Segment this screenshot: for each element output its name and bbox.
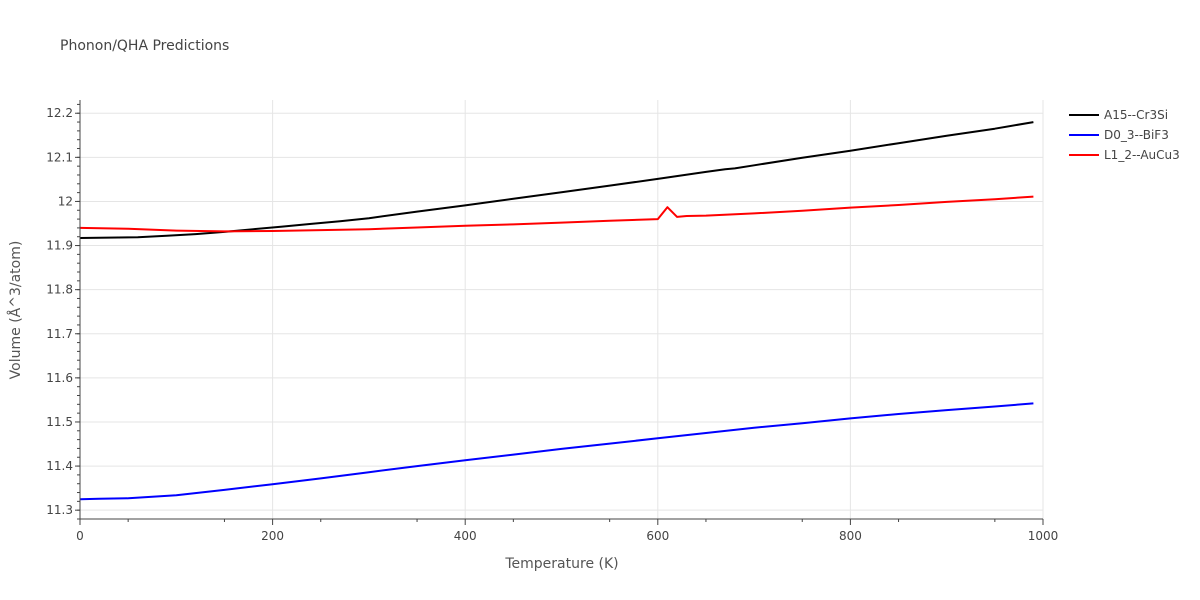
x-tick-label: 200 bbox=[261, 529, 284, 543]
chart-title: Phonon/QHA Predictions bbox=[60, 38, 229, 54]
y-tick-label: 11.5 bbox=[46, 415, 73, 429]
legend-label: L1_2--AuCu3 bbox=[1104, 148, 1180, 162]
legend-item[interactable]: D0_3--BiF3 bbox=[1069, 128, 1169, 142]
legend-item[interactable]: A15--Cr3Si bbox=[1069, 108, 1168, 122]
legend[interactable]: A15--Cr3Si D0_3--BiF3 L1_2--AuCu3 bbox=[1069, 108, 1180, 162]
y-tick-label: 11.9 bbox=[46, 239, 73, 253]
y-tick-label: 12.1 bbox=[46, 150, 73, 164]
y-tick-label: 11.6 bbox=[46, 371, 73, 385]
x-tick-label: 800 bbox=[839, 529, 862, 543]
y-tick-label: 12.2 bbox=[46, 106, 73, 120]
grid bbox=[80, 100, 1044, 519]
x-axis-label: Temperature (K) bbox=[504, 556, 618, 572]
tick-labels: 0 200 400 600 800 1000 11.3 11.4 11.5 11.6 11.7 11.… bbox=[46, 106, 1058, 543]
axes bbox=[75, 100, 1044, 525]
legend-label: A15--Cr3Si bbox=[1104, 108, 1168, 122]
x-tick-label: 0 bbox=[76, 529, 84, 543]
y-tick-label: 11.3 bbox=[46, 503, 73, 517]
x-tick-label: 400 bbox=[454, 529, 477, 543]
y-axis-label: Volume (Å^3/atom) bbox=[7, 241, 24, 380]
y-tick-label: 11.8 bbox=[46, 283, 73, 297]
x-tick-label: 600 bbox=[646, 529, 669, 543]
legend-label: D0_3--BiF3 bbox=[1104, 128, 1169, 142]
y-tick-label: 11.4 bbox=[46, 459, 73, 473]
x-tick-label: 1000 bbox=[1028, 529, 1059, 543]
series-line-2 bbox=[79, 402, 1034, 501]
series-line-3 bbox=[79, 195, 1034, 233]
y-tick-label: 11.7 bbox=[46, 327, 73, 341]
plot-area bbox=[79, 121, 1034, 501]
legend-item[interactable]: L1_2--AuCu3 bbox=[1069, 148, 1180, 162]
y-tick-label: 12 bbox=[58, 194, 73, 208]
series-line-1 bbox=[79, 121, 1034, 239]
